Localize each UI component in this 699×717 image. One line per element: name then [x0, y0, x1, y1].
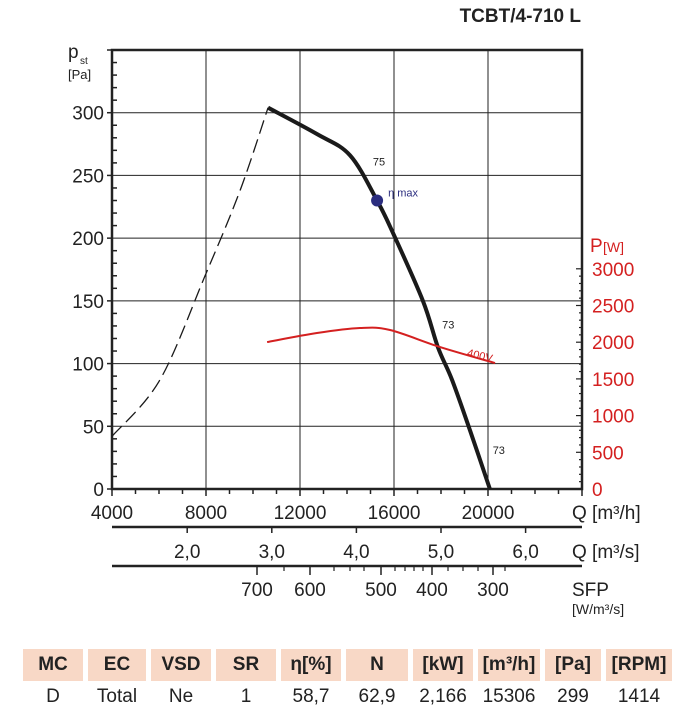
- sfp-tick-label: 500: [365, 580, 397, 601]
- table-cell: D: [46, 686, 60, 707]
- model-title: TCBT/4-710 L: [459, 6, 581, 27]
- x-tick-label: 8000: [185, 503, 227, 524]
- y-right-tick-label: 3000: [592, 260, 634, 281]
- x-axis-label: Q [m³/h]: [572, 503, 641, 524]
- table-cell: 62,9: [358, 686, 396, 707]
- x-tick-label: 20000: [462, 503, 515, 524]
- efficiency-label: 73: [442, 319, 454, 331]
- sfp-tick-label: 600: [294, 580, 326, 601]
- y-axis-label: p: [68, 42, 79, 63]
- column-header: [RPM]: [606, 649, 672, 681]
- column-header: VSD: [151, 649, 211, 681]
- efficiency-label: 75: [373, 156, 385, 168]
- y-right-tick-label: 500: [592, 443, 624, 464]
- y-tick-label: 200: [72, 229, 104, 250]
- column-header: [m³/h]: [478, 649, 540, 681]
- y-right-tick-label: 1000: [592, 407, 634, 428]
- y-tick-label: 100: [72, 355, 104, 376]
- y-right-tick-label: 1500: [592, 370, 634, 391]
- table-cell: Total: [96, 686, 138, 707]
- column-header: N: [346, 649, 408, 681]
- column-header: EC: [88, 649, 146, 681]
- y-axis-unit: [Pa]: [68, 67, 91, 82]
- x-tick-label: 4000: [91, 503, 133, 524]
- x2-tick-label: 6,0: [512, 542, 538, 563]
- y-right-tick-label: 0: [592, 480, 603, 501]
- table-cell: Ne: [168, 686, 194, 707]
- x2-tick-label: 5,0: [428, 542, 454, 563]
- y-axis-label-sub: st: [80, 56, 88, 67]
- sfp-tick-label: 400: [416, 580, 448, 601]
- x-axis-3-unit: [W/m³/s]: [572, 601, 624, 617]
- y-tick-label: 250: [72, 166, 104, 187]
- x-axis-2-label: Q [m³/s]: [572, 542, 640, 563]
- plot-frame: [110, 48, 584, 491]
- series-line-400V: [266, 326, 496, 365]
- table-cell: 15306: [482, 686, 536, 707]
- table-header-row: MC EC VSD SR η[%] N [kW] [m³/h] [Pa] [RPM]: [23, 649, 672, 681]
- series-line-pressure: [267, 105, 492, 490]
- table-cell: 2,166: [419, 686, 467, 707]
- series-line-pressure-unstable: [111, 107, 269, 437]
- y-tick-label: 150: [72, 292, 104, 313]
- eta-max-label: η max: [388, 188, 418, 200]
- column-header: [Pa]: [545, 649, 601, 681]
- x2-tick-label: 3,0: [259, 542, 285, 563]
- column-header: η[%]: [281, 649, 341, 681]
- column-header: MC: [23, 649, 83, 681]
- y-tick-label: 300: [72, 104, 104, 125]
- y-right-tick-label: 2500: [592, 297, 634, 318]
- table-cell: 299: [557, 686, 589, 707]
- y-tick-label: 0: [93, 480, 104, 501]
- column-header: SR: [216, 649, 276, 681]
- table-cell: 58,7: [292, 686, 330, 707]
- y-tick-label: 50: [83, 417, 104, 438]
- y-right-axis-unit: [W]: [603, 239, 624, 255]
- x-tick-label: 16000: [368, 503, 421, 524]
- efficiency-label: 73: [493, 445, 505, 457]
- sfp-tick-label: 700: [241, 580, 273, 601]
- y-right-axis-label: P: [590, 236, 603, 257]
- y-right-tick-label: 2000: [592, 333, 634, 354]
- x-axis-3-label: SFP: [572, 580, 609, 601]
- x2-tick-label: 4,0: [343, 542, 369, 563]
- table-cell: 1: [240, 686, 252, 707]
- table-row: D Total Ne 1 58,7 62,9 2,166 15306 299 1414: [23, 681, 672, 713]
- sfp-tick-label: 300: [477, 580, 509, 601]
- x2-tick-label: 2,0: [174, 542, 200, 563]
- table-cell: 1414: [617, 686, 661, 707]
- performance-table: MC EC VSD SR η[%] N [kW] [m³/h] [Pa] [RPM] D Total…: [18, 649, 677, 713]
- column-header: [kW]: [413, 649, 473, 681]
- eta-max-marker: [371, 194, 384, 207]
- x-tick-label: 12000: [274, 503, 327, 524]
- series-label: 400V: [466, 347, 494, 365]
